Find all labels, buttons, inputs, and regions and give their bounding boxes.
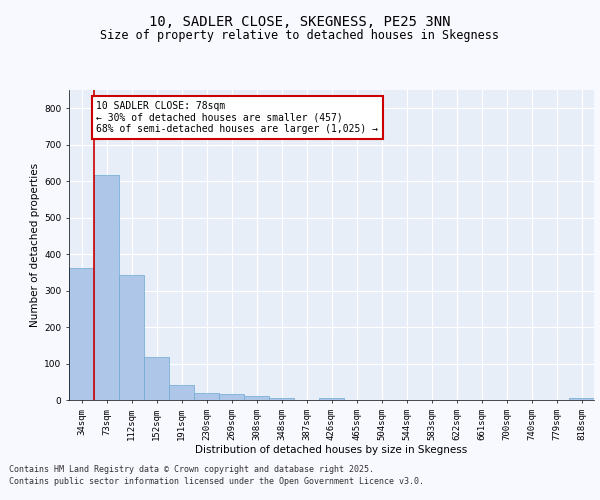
Text: Contains HM Land Registry data © Crown copyright and database right 2025.: Contains HM Land Registry data © Crown c… <box>9 466 374 474</box>
Bar <box>569 398 594 400</box>
Bar <box>169 384 194 400</box>
Text: 10 SADLER CLOSE: 78sqm
← 30% of detached houses are smaller (457)
68% of semi-de: 10 SADLER CLOSE: 78sqm ← 30% of detached… <box>97 101 379 134</box>
Bar <box>269 398 294 400</box>
Bar <box>94 175 119 400</box>
Bar <box>69 268 94 400</box>
Bar <box>144 357 169 400</box>
X-axis label: Distribution of detached houses by size in Skegness: Distribution of detached houses by size … <box>196 446 467 456</box>
Bar <box>319 398 344 400</box>
Text: Size of property relative to detached houses in Skegness: Size of property relative to detached ho… <box>101 28 499 42</box>
Bar <box>219 394 244 400</box>
Text: Contains public sector information licensed under the Open Government Licence v3: Contains public sector information licen… <box>9 476 424 486</box>
Bar <box>244 396 269 400</box>
Text: 10, SADLER CLOSE, SKEGNESS, PE25 3NN: 10, SADLER CLOSE, SKEGNESS, PE25 3NN <box>149 16 451 30</box>
Bar <box>194 392 219 400</box>
Y-axis label: Number of detached properties: Number of detached properties <box>30 163 40 327</box>
Bar <box>119 274 144 400</box>
